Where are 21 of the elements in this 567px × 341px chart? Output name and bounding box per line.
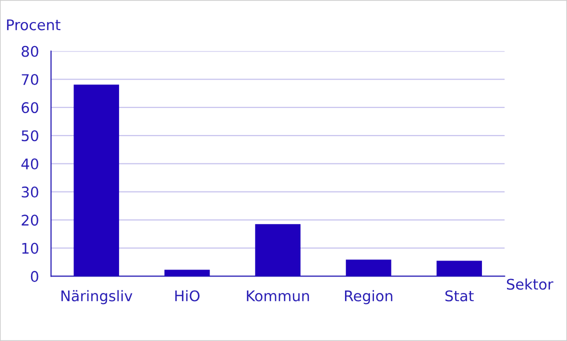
x-tick-label: Region (345, 290, 392, 304)
y-axis-title: Procent (7, 19, 60, 30)
y-tick-label: 0 (30, 270, 38, 282)
y-tick-label: 60 (22, 102, 38, 114)
x-tick-label: HiO (175, 290, 200, 302)
x-tick-label: Kommun (246, 290, 309, 302)
y-tick-label: 40 (21, 158, 38, 170)
x-axis-title: Sektor (506, 278, 554, 290)
y-tick-label: 70 (22, 74, 38, 86)
y-tick-label: 80 (22, 46, 38, 57)
y-tick-label: 20 (22, 214, 38, 226)
bar (436, 260, 482, 276)
x-tick-label: Stat (445, 290, 474, 302)
bar (255, 224, 301, 276)
y-tick-label: 10 (22, 242, 38, 254)
bar (74, 84, 120, 276)
y-tick-label: 50 (22, 130, 38, 142)
x-tick-label: Näringsliv (61, 290, 132, 304)
y-tick-label: 30 (22, 186, 38, 198)
bar (164, 270, 210, 276)
bar (346, 260, 392, 276)
